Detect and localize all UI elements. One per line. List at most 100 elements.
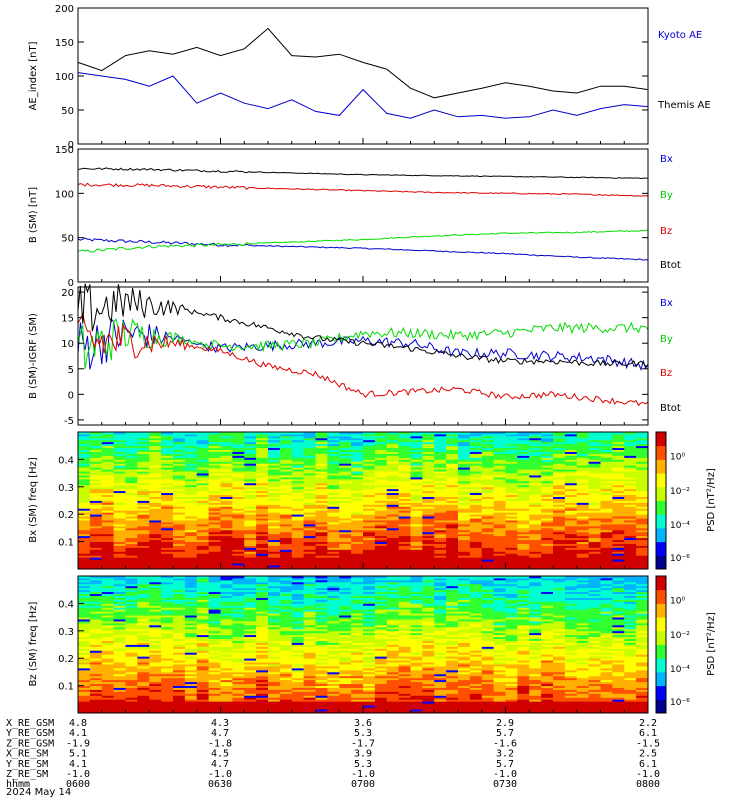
heatmap-cell <box>208 451 221 454</box>
heatmap-cell <box>410 451 423 454</box>
heatmap-cell <box>279 577 293 581</box>
heatmap-cell <box>208 549 221 552</box>
heatmap-cell <box>363 531 376 535</box>
heatmap-cell <box>339 518 352 521</box>
heatmap-cell <box>291 609 305 612</box>
heatmap-cell <box>363 567 376 570</box>
heatmap-cell <box>469 545 483 548</box>
heatmap-cell <box>493 502 506 505</box>
heatmap-cell <box>529 512 542 515</box>
heatmap-cell <box>78 687 91 690</box>
heatmap-cell <box>113 475 126 478</box>
heatmap-cell <box>244 646 257 649</box>
heatmap-cell <box>196 502 210 505</box>
heatmap-cell <box>125 628 138 632</box>
heatmap-cell <box>517 475 530 478</box>
heatmap-cell <box>493 520 506 523</box>
heatmap-cell <box>137 664 150 667</box>
heatmap-cell <box>149 459 162 462</box>
heatmap-cell <box>268 559 281 562</box>
heatmap-cell <box>232 531 245 535</box>
heatmap-cell <box>446 439 459 443</box>
heatmap-cell <box>434 445 447 449</box>
heatmap-cell <box>422 433 435 437</box>
heatmap-cell <box>149 492 162 496</box>
heatmap-cell <box>374 441 388 445</box>
heatmap-cell <box>89 664 103 667</box>
heatmap-cell <box>279 693 293 696</box>
heatmap-cell <box>458 543 471 546</box>
heatmap-cell <box>220 451 233 454</box>
heatmap-cell <box>363 494 376 497</box>
heatmap-cell <box>291 685 305 688</box>
heatmap-cell <box>113 589 126 593</box>
heatmap-cell <box>208 494 221 497</box>
heatmap-cell <box>196 673 210 677</box>
heatmap-cell <box>303 486 316 490</box>
heatmap-cell <box>125 565 138 568</box>
heatmap-cell <box>89 525 103 529</box>
heatmap-cell <box>220 624 233 628</box>
heatmap-cell <box>493 475 506 478</box>
heatmap-cell <box>101 581 115 585</box>
heatmap-cell <box>279 553 293 556</box>
heatmap-cell <box>374 475 388 478</box>
heatmap-cell <box>268 549 281 552</box>
heatmap-cell <box>149 539 162 542</box>
heatmap-cell <box>303 512 316 515</box>
heatmap-cell <box>208 622 221 626</box>
heatmap-cell <box>279 583 293 587</box>
heatmap-cell <box>553 567 566 570</box>
heatmap-cell <box>303 695 316 698</box>
heatmap-cell <box>268 687 281 690</box>
heatmap-cell <box>458 461 471 464</box>
heatmap-cell <box>505 525 518 529</box>
y-tick-label: 100 <box>55 189 74 200</box>
heatmap-cell <box>612 567 625 570</box>
heatmap-cell <box>469 496 483 499</box>
heatmap-cell <box>351 478 364 482</box>
heatmap-cell <box>291 541 305 544</box>
heatmap-cell <box>220 675 233 679</box>
heatmap-cell <box>481 506 495 509</box>
heatmap-cell <box>303 615 316 618</box>
heatmap-cell <box>208 640 221 643</box>
heatmap-cell <box>351 531 364 535</box>
heatmap-cell <box>78 500 91 503</box>
heatmap-cell <box>493 461 506 464</box>
heatmap-cell <box>256 563 269 566</box>
heatmap-cell <box>553 467 566 470</box>
heatmap-cell <box>149 650 162 653</box>
heatmap-cell <box>137 469 150 472</box>
heatmap-cell <box>173 695 186 698</box>
heatmap-cell <box>161 699 174 702</box>
heatmap-cell <box>279 473 293 476</box>
heatmap-cell <box>576 529 590 533</box>
heatmap-cell <box>244 561 257 564</box>
heatmap-cell <box>636 533 649 537</box>
heatmap-cell <box>232 449 245 452</box>
heatmap-cell <box>244 642 257 645</box>
heatmap-cell <box>291 437 305 441</box>
heatmap-cell <box>78 539 91 542</box>
heatmap-cell <box>113 565 126 568</box>
heatmap-cell <box>446 518 459 521</box>
heatmap-cell <box>113 451 126 454</box>
heatmap-cell <box>256 709 269 712</box>
heatmap-cell <box>351 520 364 523</box>
heatmap-cell <box>493 492 506 496</box>
heatmap-cell <box>161 591 174 595</box>
heatmap-cell <box>636 512 649 515</box>
heatmap-cell <box>125 681 138 685</box>
heatmap-cell <box>279 494 293 497</box>
heatmap-cell <box>612 522 625 525</box>
heatmap-cell <box>600 523 613 527</box>
heatmap-cell <box>244 496 257 499</box>
heatmap-cell <box>529 480 542 484</box>
heatmap-cell <box>339 537 352 541</box>
heatmap-cell <box>78 576 91 579</box>
heatmap-cell <box>78 563 91 566</box>
heatmap-cell <box>256 617 269 620</box>
heatmap-cell <box>279 658 293 661</box>
heatmap-cell <box>446 512 459 515</box>
